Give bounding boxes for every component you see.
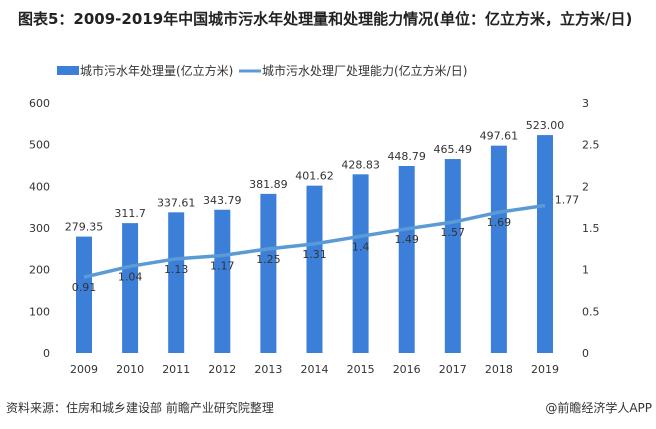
bar bbox=[214, 209, 231, 353]
y-left-tick: 100 bbox=[29, 305, 50, 318]
x-tick: 2016 bbox=[393, 363, 421, 376]
line-data-label: 1.77 bbox=[555, 194, 580, 207]
line-data-label: 1.69 bbox=[487, 216, 512, 229]
bar bbox=[537, 135, 553, 353]
line-data-label: 1.4 bbox=[352, 240, 370, 253]
x-tick: 2015 bbox=[347, 363, 375, 376]
bar bbox=[398, 166, 415, 353]
y-right-tick: 2 bbox=[582, 180, 589, 193]
bar-data-label: 465.49 bbox=[434, 143, 473, 156]
legend-line-label: 城市污水处理厂处理能力(亿立方米/日) bbox=[262, 63, 467, 78]
bar-data-label: 337.61 bbox=[157, 196, 196, 209]
x-tick: 2009 bbox=[70, 363, 98, 376]
bar bbox=[444, 159, 461, 353]
legend-bar-swatch bbox=[57, 66, 79, 75]
y-left-tick: 300 bbox=[29, 222, 50, 235]
credit: @前瞻经济学人APP bbox=[545, 401, 652, 415]
bar-data-label: 279.35 bbox=[65, 221, 104, 234]
bar bbox=[306, 185, 323, 353]
x-tick: 2012 bbox=[208, 363, 236, 376]
line-data-label: 1.31 bbox=[302, 248, 327, 261]
x-tick: 2014 bbox=[301, 363, 329, 376]
bar-data-label: 523.00 bbox=[526, 119, 565, 132]
bar-data-label: 343.79 bbox=[203, 194, 242, 207]
line-data-label: 0.91 bbox=[72, 281, 97, 294]
bar bbox=[122, 223, 139, 353]
x-tick: 2018 bbox=[485, 363, 513, 376]
y-right-tick: 0.5 bbox=[582, 305, 600, 318]
x-tick: 2013 bbox=[254, 363, 282, 376]
bar-data-label: 401.62 bbox=[295, 170, 334, 183]
bar bbox=[76, 236, 92, 353]
bar-data-label: 448.79 bbox=[387, 150, 426, 163]
bar bbox=[168, 212, 185, 353]
line-data-label: 1.49 bbox=[394, 233, 419, 246]
bar-data-label: 381.89 bbox=[249, 178, 288, 191]
x-tick: 2017 bbox=[439, 363, 467, 376]
line-data-label: 1.04 bbox=[118, 270, 143, 283]
bar bbox=[352, 174, 369, 353]
x-tick: 2019 bbox=[531, 363, 559, 376]
y-right-tick: 1.5 bbox=[582, 222, 600, 235]
y-right-tick: 0 bbox=[582, 347, 589, 360]
x-tick: 2011 bbox=[162, 363, 190, 376]
y-right-tick: 1 bbox=[582, 264, 589, 277]
bar-data-label: 311.7 bbox=[114, 207, 146, 220]
line-data-label: 1.13 bbox=[164, 263, 189, 276]
line-series bbox=[83, 203, 546, 279]
source-note: 资料来源：住房和城乡建设部 前瞻产业研究院整理 bbox=[6, 401, 274, 415]
chart-title: 图表5：2009-2019年中国城市污水年处理量和处理能力情况(单位：亿立方米，… bbox=[18, 10, 633, 28]
bar-data-label: 497.61 bbox=[480, 130, 519, 143]
line-data-label: 1.57 bbox=[441, 226, 466, 239]
y-left-tick: 0 bbox=[43, 347, 50, 360]
bar bbox=[260, 193, 277, 353]
bar bbox=[490, 145, 507, 353]
x-tick: 2010 bbox=[116, 363, 144, 376]
line-data-label: 1.17 bbox=[210, 260, 235, 273]
y-left-tick: 400 bbox=[29, 180, 50, 193]
y-left-tick: 600 bbox=[29, 97, 50, 110]
y-right-tick: 3 bbox=[582, 97, 589, 110]
y-right-tick: 2.5 bbox=[582, 139, 600, 152]
bar-data-label: 428.83 bbox=[341, 158, 380, 171]
line-data-label: 1.25 bbox=[256, 253, 281, 266]
y-left-tick: 500 bbox=[29, 139, 50, 152]
legend-bar-label: 城市污水年处理量(亿立方米) bbox=[80, 63, 233, 78]
y-left-tick: 200 bbox=[29, 264, 50, 277]
